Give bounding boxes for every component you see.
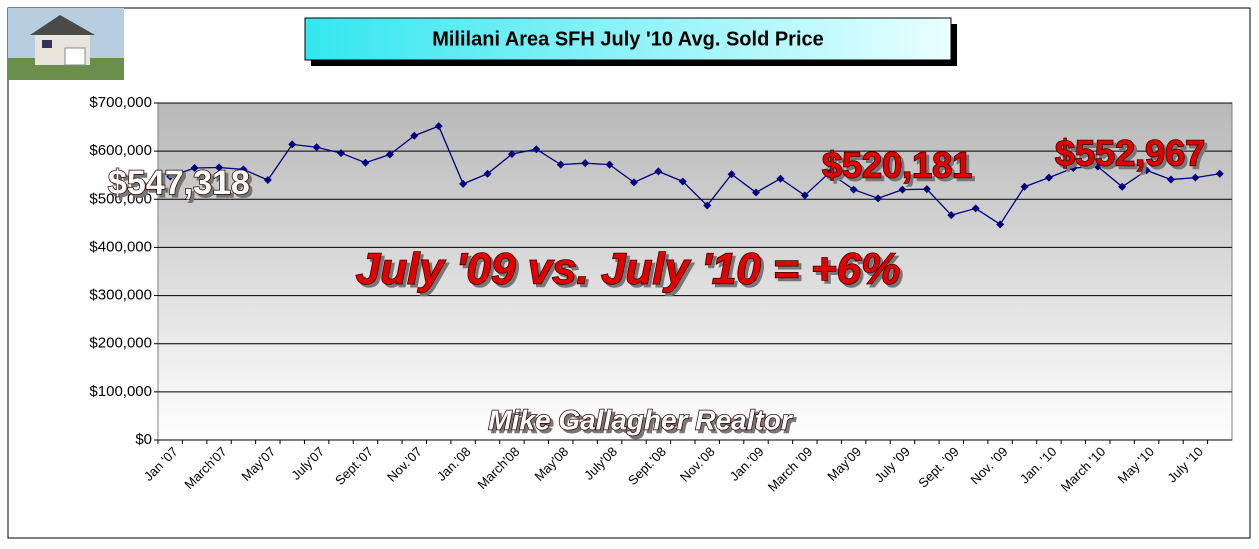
marker	[922, 185, 931, 194]
marker	[752, 188, 761, 197]
marker	[629, 178, 638, 187]
annotation-shadow: Mike Gallagher Realtor	[491, 407, 797, 438]
marker	[361, 158, 370, 167]
marker	[1215, 169, 1224, 178]
marker	[507, 150, 516, 159]
annotation-shadow: $520,181	[825, 148, 975, 189]
marker	[874, 194, 883, 203]
marker	[215, 163, 224, 172]
marker	[776, 174, 785, 183]
marker	[1093, 162, 1102, 171]
marker	[971, 204, 980, 213]
marker	[385, 150, 394, 159]
marker	[947, 211, 956, 220]
marker	[581, 159, 590, 168]
marker	[483, 169, 492, 178]
y-tick-label: $400,000	[89, 238, 152, 255]
marker	[1069, 163, 1078, 172]
marker	[337, 149, 346, 158]
annotation-shadow: July '09 vs. July '10 = +6%	[359, 248, 903, 297]
annotation: $547,318	[108, 164, 250, 202]
y-tick-label: $700,000	[89, 94, 152, 111]
marker	[849, 185, 858, 194]
marker	[410, 131, 419, 140]
marker	[898, 185, 907, 194]
marker	[825, 168, 834, 177]
marker	[703, 201, 712, 210]
annotation: Mike Gallagher Realtor	[488, 404, 794, 435]
marker	[1191, 173, 1200, 182]
marker	[996, 220, 1005, 229]
house-icon	[8, 8, 124, 80]
annotation: $520,181	[822, 145, 972, 186]
marker	[532, 145, 541, 154]
marker	[288, 140, 297, 149]
line	[169, 125, 1220, 226]
y-tick-label: $200,000	[89, 335, 152, 352]
marker	[800, 191, 809, 200]
plot-area	[157, 102, 1233, 441]
marker	[1020, 182, 1029, 191]
y-tick-label: $0	[135, 431, 152, 448]
marker	[678, 177, 687, 186]
y-tick-label: $300,000	[89, 287, 152, 304]
marker	[459, 179, 468, 188]
y-tick-label: $100,000	[89, 383, 152, 400]
y-tick-label: $500,000	[89, 190, 152, 207]
marker	[1118, 182, 1127, 191]
marker	[1044, 173, 1053, 182]
marker	[654, 167, 663, 176]
annotation-shadow: $547,318	[111, 167, 253, 205]
marker	[605, 160, 614, 169]
marker	[556, 160, 565, 169]
marker	[263, 176, 272, 185]
marker	[239, 165, 248, 174]
annotation-shadow: $552,967	[1058, 136, 1208, 177]
annotation: $552,967	[1055, 133, 1205, 174]
marker	[190, 163, 199, 172]
marker	[727, 170, 736, 179]
marker	[1166, 175, 1175, 184]
chart-title: Mililani Area SFH July '10 Avg. Sold Pri…	[432, 28, 824, 50]
y-tick-label: $600,000	[89, 142, 152, 159]
marker	[312, 143, 321, 152]
marker	[1142, 166, 1151, 175]
marker	[166, 172, 175, 181]
annotation: July '09 vs. July '10 = +6%	[356, 245, 900, 294]
marker	[434, 122, 443, 131]
title-box	[304, 17, 952, 61]
